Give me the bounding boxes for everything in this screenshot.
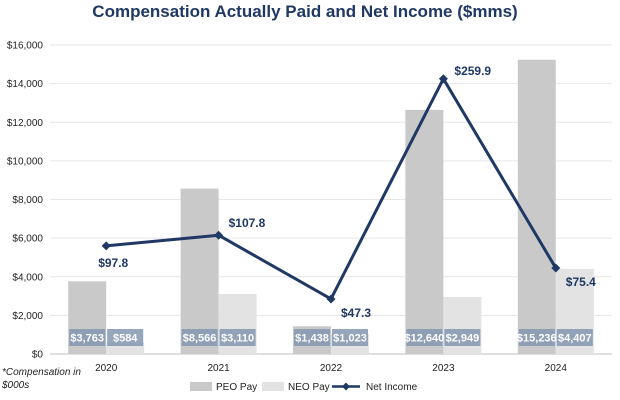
net-income-marker-2023 [438, 74, 448, 84]
net-income-line [101, 74, 561, 304]
net-income-polyline [106, 77, 558, 301]
peo-value-label-2024: $15,236 [517, 333, 557, 345]
y-tick-label-0: $0 [32, 350, 44, 361]
legend-label-neo: NEO Pay [288, 382, 330, 393]
y-tick-label-4000: $4,000 [12, 272, 43, 283]
legend-marker-net-income [342, 382, 350, 391]
bar-series [68, 59, 594, 354]
net-income-marker-2020 [101, 241, 111, 251]
net-income-label-2023: $259.9 [454, 64, 491, 78]
bar-data-labels: $3,763 $584 $8,566 $3,110 $1,438 $1,023 $12,64… [69, 329, 593, 346]
peo-bar-2024 [517, 59, 556, 354]
peo-label-box-2024 [518, 329, 555, 346]
compensation-note-line-2: $000s [1, 380, 29, 391]
net-income-label-2020: $97.8 [98, 256, 128, 270]
neo-label-box-2021 [219, 329, 256, 346]
peo-label-box-2021 [181, 329, 218, 346]
peo-bar-2021 [180, 188, 219, 354]
net-income-marker-2024 [551, 263, 561, 273]
chart-title: Compensation Actually Paid and Net Incom… [92, 2, 517, 21]
neo-value-label-2020: $584 [113, 333, 138, 345]
x-tick-label-2020: 2020 [95, 363, 118, 374]
y-tick-label-14000: $14,000 [7, 79, 44, 90]
peo-value-label-2021: $8,566 [183, 333, 217, 345]
neo-value-label-2021: $3,110 [221, 333, 254, 345]
peo-value-label-2022: $1,438 [295, 333, 329, 345]
y-tick-label-8000: $8,000 [12, 195, 43, 206]
legend-label-peo: PEO Pay [216, 382, 257, 393]
peo-label-box-2020 [69, 329, 106, 346]
y-tick-label-16000: $16,000 [7, 41, 44, 52]
net-income-label-2024: $75.4 [566, 275, 596, 289]
net-income-label-2021: $107.8 [229, 216, 266, 230]
x-tick-label-2024: 2024 [545, 363, 568, 374]
neo-bar-2020 [106, 342, 145, 354]
y-tick-label-6000: $6,000 [12, 234, 43, 245]
neo-value-label-2022: $1,023 [333, 333, 367, 345]
neo-label-box-2020 [107, 329, 144, 346]
neo-value-label-2023: $2,949 [446, 333, 480, 345]
peo-value-label-2023: $12,640 [405, 333, 445, 345]
neo-label-box-2023 [444, 329, 481, 346]
net-income-labels: $97.8 $107.8 $47.3 $259.9 $75.4 [98, 64, 596, 320]
x-tick-label-2022: 2022 [320, 363, 343, 374]
neo-label-box-2022 [332, 329, 368, 346]
peo-label-box-2022 [294, 329, 330, 346]
net-income-marker-2021 [214, 230, 224, 240]
legend-swatch-neo [262, 382, 284, 391]
peo-value-label-2020: $3,763 [70, 333, 104, 345]
legend: PEO Pay NEO Pay Net Income [190, 382, 418, 393]
net-income-label-2022: $47.3 [341, 306, 371, 320]
x-axis-tick-labels: 2020 2021 2022 2023 2024 [95, 363, 567, 374]
peo-bar-2023 [405, 109, 444, 354]
y-tick-label-10000: $10,000 [7, 156, 44, 167]
compensation-note: *Compensation in $000s [1, 367, 84, 391]
neo-label-box-2024 [556, 329, 593, 346]
y-tick-label-12000: $12,000 [7, 118, 44, 129]
compensation-note-line-1: *Compensation in [2, 367, 81, 378]
neo-value-label-2024: $4,407 [558, 333, 592, 345]
legend-swatch-peo [190, 382, 212, 391]
net-income-marker-2022 [326, 294, 336, 304]
x-tick-label-2023: 2023 [432, 363, 455, 374]
y-axis-gridlines [50, 44, 612, 355]
peo-label-box-2023 [406, 329, 443, 346]
y-axis-tick-labels: $0 $2,000 $4,000 $6,000 $8,000 $10,000 $12,000… [7, 41, 44, 361]
y-tick-label-2000: $2,000 [12, 311, 43, 322]
x-tick-label-2021: 2021 [207, 363, 230, 374]
legend-label-net-income: Net Income [366, 382, 418, 393]
